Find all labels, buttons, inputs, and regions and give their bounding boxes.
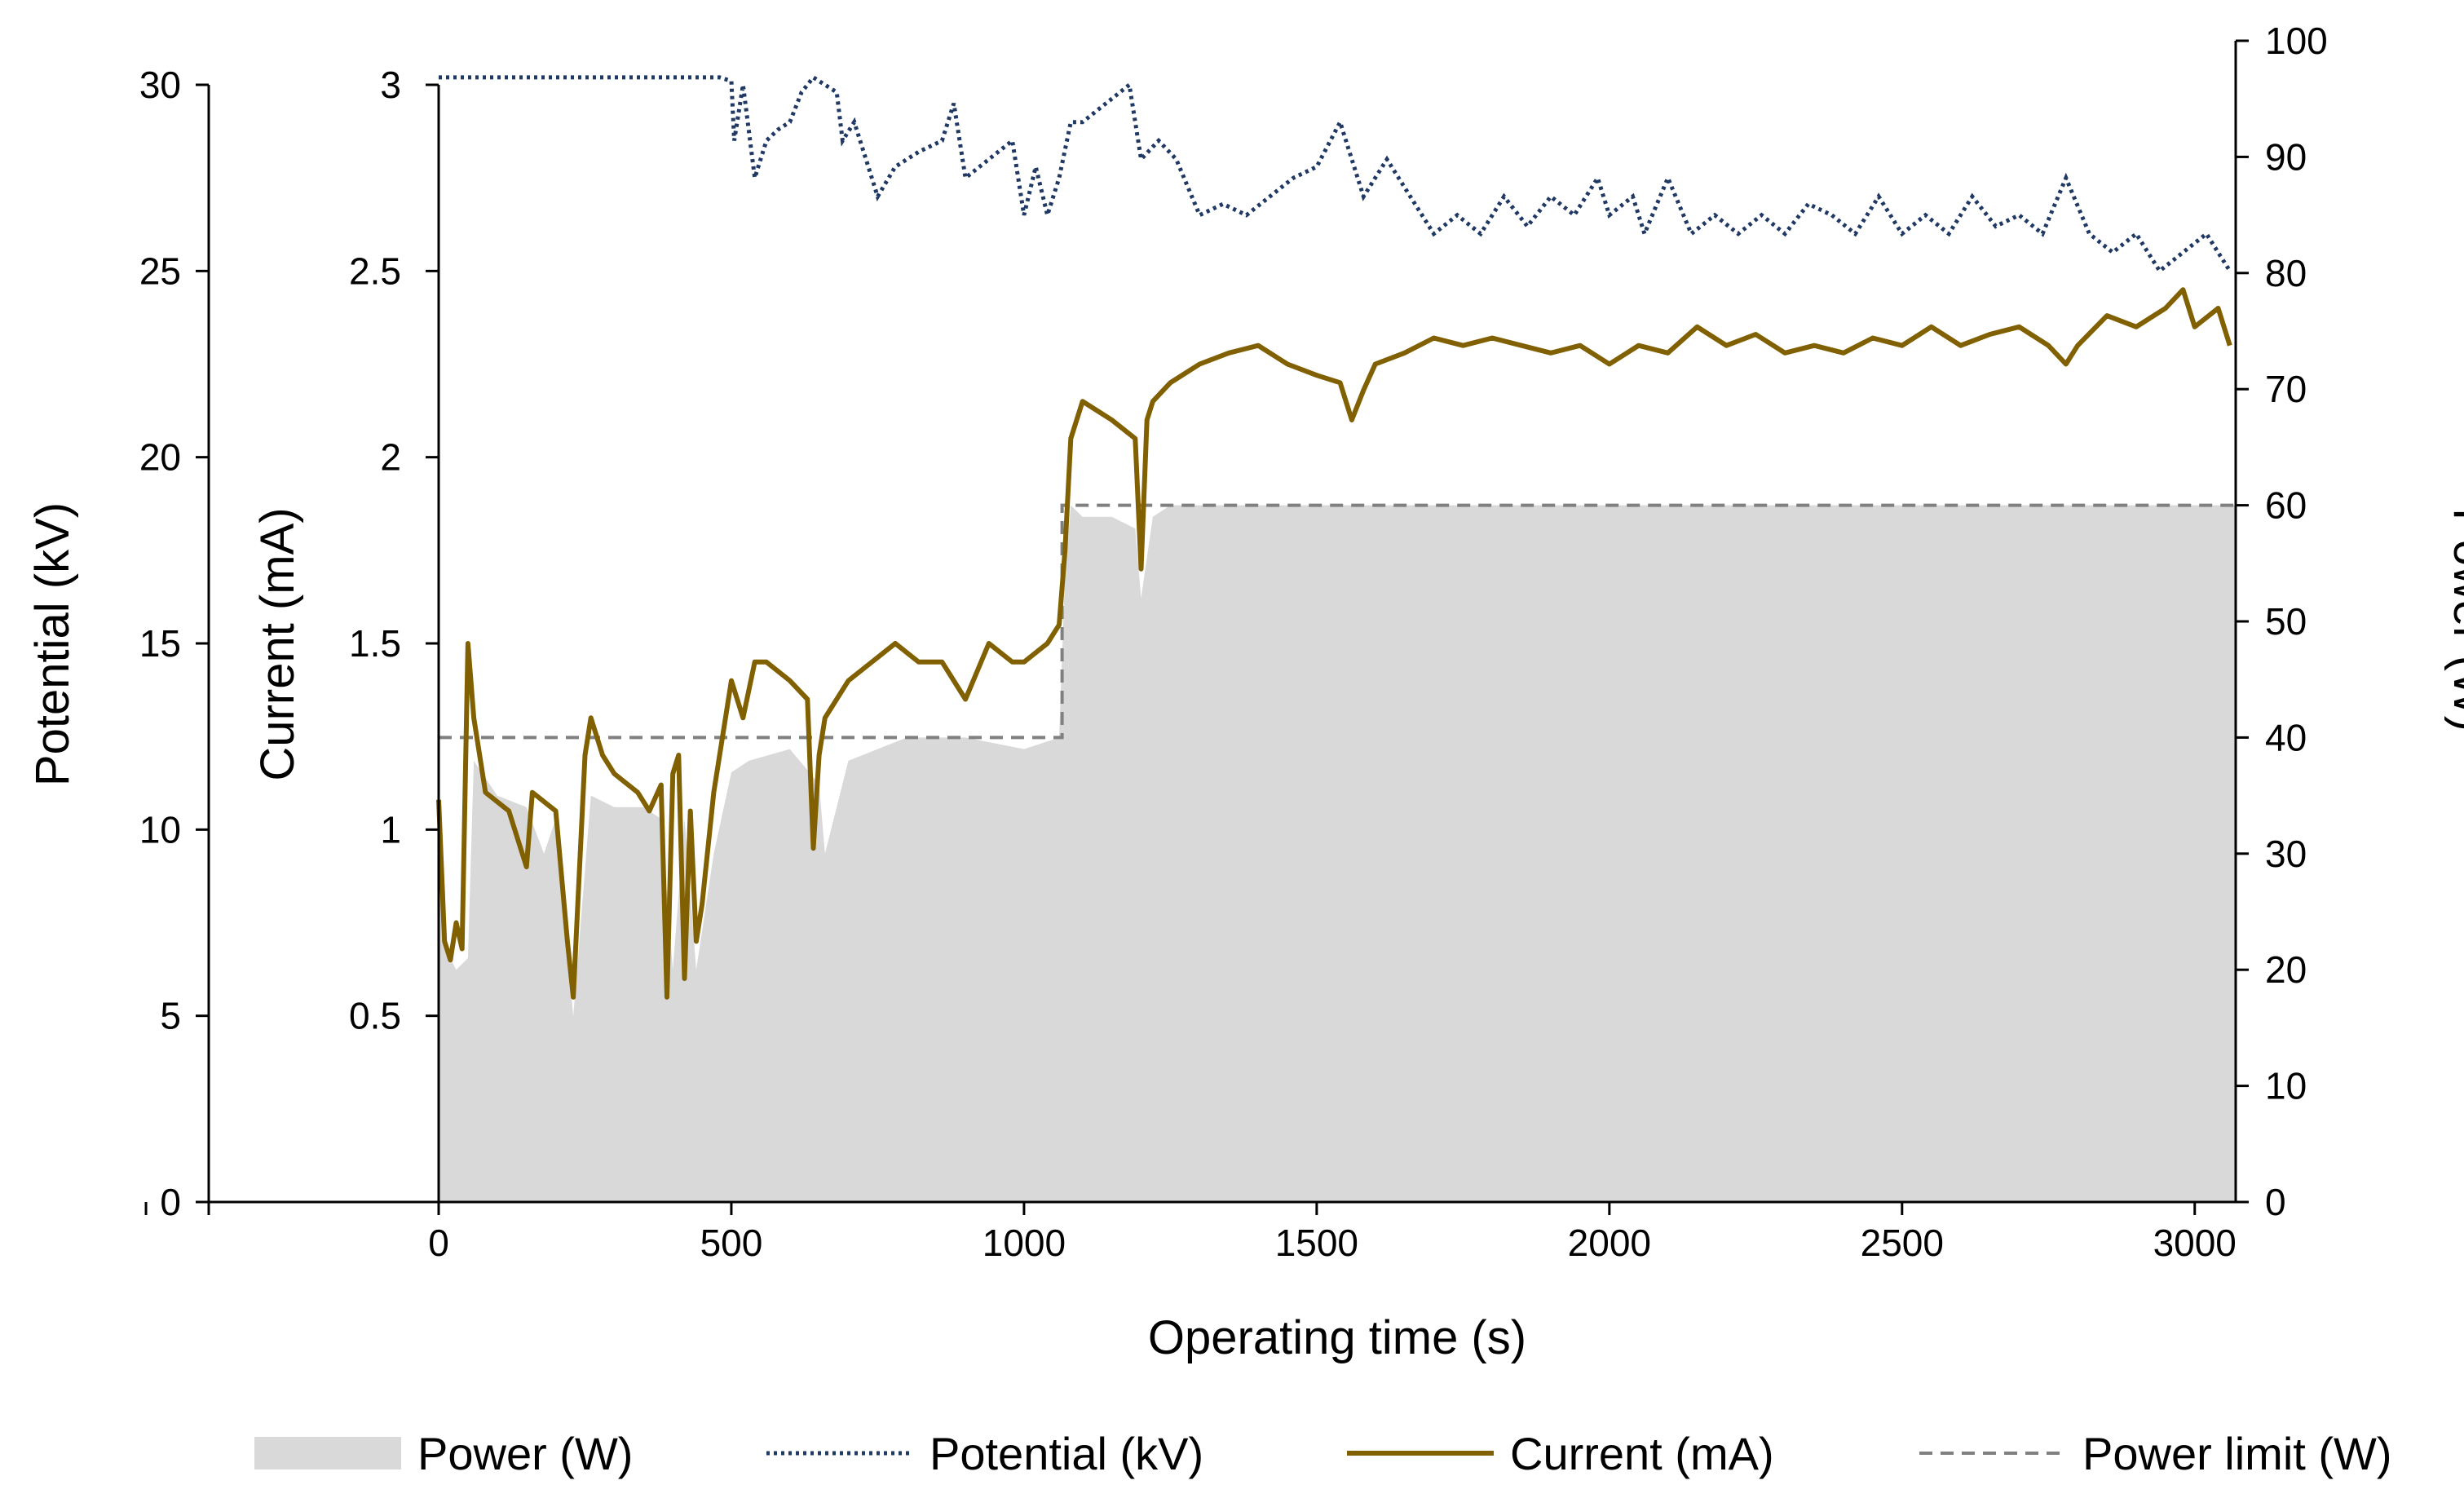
legend-label-power: Power (W) xyxy=(417,1428,633,1479)
power-tick-label: 80 xyxy=(2265,252,2307,294)
current-tick-label: 0.5 xyxy=(349,995,401,1037)
power-tick-label: 60 xyxy=(2265,484,2307,527)
current-tick-label: 1.5 xyxy=(349,622,401,665)
x-tick-label: 2000 xyxy=(1568,1222,1651,1264)
x-tick-label: 1500 xyxy=(1275,1222,1358,1264)
x-tick-label: 2500 xyxy=(1861,1222,1944,1264)
potential-tick-label: 25 xyxy=(139,250,181,292)
potential-tick-label: 0 xyxy=(160,1181,181,1223)
power-tick-label: 100 xyxy=(2265,20,2328,62)
legend-label-current: Current (mA) xyxy=(1510,1428,1774,1479)
legend-label-potential: Potential (kV) xyxy=(930,1428,1203,1479)
current-tick-label: 2 xyxy=(380,436,401,479)
power-tick-label: 30 xyxy=(2265,833,2307,875)
power-axis-title: Power (W) xyxy=(2444,508,2464,731)
current-axis-title: Current (mA) xyxy=(251,507,304,780)
x-ticks: 0 500 1000 1500 2000 2500 3000 xyxy=(144,1202,2237,1264)
potential-tick-label: 10 xyxy=(139,808,181,851)
power-limit-line xyxy=(439,503,2236,740)
x-tick-label: 3000 xyxy=(2153,1222,2237,1264)
power-tick-label: 20 xyxy=(2265,948,2307,991)
legend-label-power-limit: Power limit (W) xyxy=(2082,1428,2392,1479)
current-tick-label: 1 xyxy=(380,808,401,851)
power-tick-label: 40 xyxy=(2265,716,2307,758)
current-tick-label: 3 xyxy=(380,64,401,106)
legend: Power (W) Potential (kV) Current (mA) Po… xyxy=(254,1428,2392,1479)
potential-tick-label: 30 xyxy=(139,64,181,106)
current-tick-label: 2.5 xyxy=(349,250,401,292)
power-tick-label: 10 xyxy=(2265,1065,2307,1107)
x-tick-label: 0 xyxy=(428,1222,449,1264)
potential-ticks: 0 5 10 15 20 25 30 xyxy=(139,64,209,1223)
current-line xyxy=(436,287,2232,1000)
plot-series xyxy=(436,74,2236,1202)
power-tick-label: 70 xyxy=(2265,368,2307,410)
power-tick-label: 50 xyxy=(2265,600,2307,643)
potential-tick-label: 5 xyxy=(160,995,181,1037)
power-ticks: 0 10 20 30 40 50 60 70 80 90 100 xyxy=(2236,20,2328,1223)
legend-swatch-power xyxy=(254,1437,401,1469)
potential-tick-label: 20 xyxy=(139,436,181,479)
x-tick-label: 500 xyxy=(700,1222,763,1264)
power-tick-label: 90 xyxy=(2265,135,2307,178)
x-axis-title: Operating time (s) xyxy=(1148,1311,1526,1364)
potential-line xyxy=(439,74,2232,274)
current-ticks: 0.5 1 1.5 2 2.5 3 xyxy=(349,64,439,1037)
power-tick-label: 0 xyxy=(2265,1181,2286,1223)
potential-axis-title: Potential (kV) xyxy=(26,502,79,786)
x-tick-label: 1000 xyxy=(983,1222,1066,1264)
power-area xyxy=(439,505,2236,1202)
potential-tick-label: 15 xyxy=(139,622,181,665)
